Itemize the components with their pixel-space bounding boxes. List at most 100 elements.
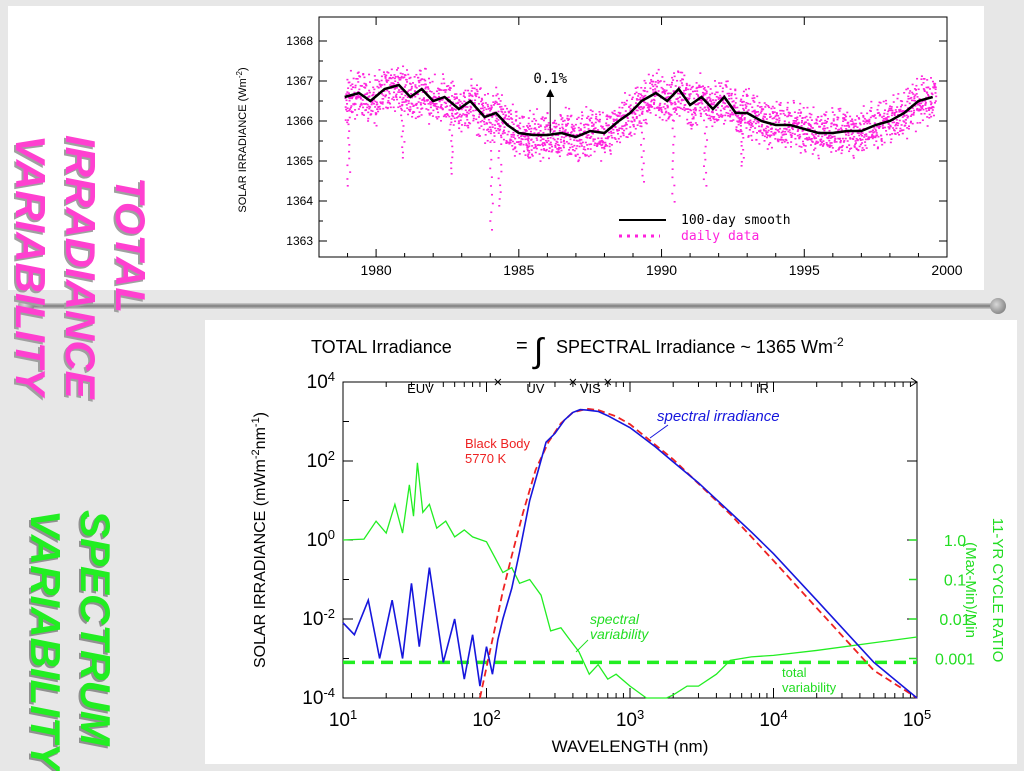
- daily-data-point: [609, 153, 612, 155]
- daily-data-point: [575, 147, 578, 150]
- daily-data-point: [568, 149, 571, 151]
- daily-data-point: [660, 110, 663, 112]
- daily-data-point: [463, 114, 466, 116]
- daily-data-point: [797, 112, 800, 114]
- daily-data-point: [564, 106, 567, 109]
- daily-data-point: [745, 93, 748, 96]
- tick-exponent: 4: [328, 369, 335, 384]
- daily-data-point: [418, 81, 421, 84]
- daily-data-point: [654, 83, 657, 86]
- daily-data-point: [682, 99, 685, 101]
- daily-data-point: [515, 150, 518, 153]
- daily-data-point: [643, 79, 646, 82]
- daily-data-point: [445, 115, 448, 118]
- daily-data-point: [850, 147, 853, 150]
- daily-data-point: [751, 110, 754, 113]
- daily-data-point: [542, 131, 545, 134]
- daily-dip-point: [671, 168, 674, 170]
- daily-data-point: [435, 105, 438, 108]
- daily-data-point: [427, 77, 430, 80]
- daily-data-point: [882, 119, 885, 122]
- daily-data-point: [909, 90, 912, 92]
- daily-data-point: [674, 85, 677, 87]
- daily-data-point: [727, 106, 730, 108]
- daily-data-point: [519, 140, 522, 143]
- spectral-title-right: SPECTRAL Irradiance ~ 1365 Wm-2: [556, 335, 844, 357]
- daily-data-point: [543, 117, 546, 120]
- daily-data-point: [863, 134, 866, 136]
- daily-data-point: [880, 137, 883, 140]
- daily-data-point: [668, 100, 671, 103]
- daily-data-point: [553, 125, 556, 128]
- daily-data-point: [460, 114, 463, 117]
- daily-data-point: [883, 141, 886, 144]
- daily-data-point: [497, 119, 500, 121]
- daily-data-point: [659, 80, 662, 82]
- tick-base: 10: [302, 688, 323, 709]
- daily-data-point: [825, 142, 828, 144]
- daily-data-point: [815, 137, 818, 139]
- daily-data-point: [516, 134, 519, 137]
- daily-data-point: [436, 117, 439, 120]
- daily-data-point: [521, 138, 524, 141]
- daily-dip-point: [673, 135, 676, 138]
- daily-data-point: [491, 116, 494, 118]
- daily-data-point: [494, 100, 497, 103]
- daily-data-point: [777, 121, 780, 124]
- daily-data-point: [641, 110, 644, 113]
- daily-data-point: [654, 81, 657, 83]
- daily-data-point: [752, 94, 755, 97]
- daily-data-point: [565, 124, 568, 127]
- daily-data-point: [857, 149, 860, 151]
- daily-data-point: [858, 134, 861, 137]
- daily-data-point: [560, 136, 563, 138]
- daily-data-point: [739, 104, 742, 106]
- daily-data-point: [349, 106, 352, 109]
- daily-data-point: [762, 115, 765, 118]
- daily-data-point: [534, 146, 537, 149]
- daily-data-point: [926, 79, 929, 81]
- daily-data-point: [762, 118, 765, 121]
- daily-data-point: [663, 103, 666, 105]
- daily-data-point: [642, 89, 645, 92]
- daily-data-point: [391, 76, 394, 79]
- daily-data-point: [375, 124, 378, 127]
- daily-data-point: [451, 114, 454, 117]
- daily-data-point: [527, 126, 530, 129]
- daily-data-point: [815, 119, 818, 122]
- daily-data-point: [775, 112, 778, 114]
- daily-data-point: [752, 121, 755, 123]
- daily-data-point: [868, 136, 871, 139]
- daily-data-point: [394, 80, 397, 83]
- daily-data-point: [873, 131, 876, 133]
- daily-data-point: [749, 119, 752, 122]
- daily-data-point: [674, 107, 677, 109]
- daily-data-point: [783, 120, 786, 123]
- daily-data-point: [382, 94, 385, 97]
- daily-data-point: [377, 86, 380, 89]
- daily-data-point: [379, 101, 382, 103]
- daily-dip-point: [742, 137, 745, 139]
- daily-data-point: [472, 109, 475, 112]
- daily-data-point: [502, 130, 505, 133]
- daily-data-point: [448, 115, 451, 118]
- daily-data-point: [742, 94, 745, 97]
- daily-data-point: [518, 153, 521, 155]
- daily-data-point: [500, 108, 503, 110]
- daily-dip-point: [527, 135, 530, 138]
- daily-data-point: [600, 137, 603, 140]
- daily-data-point: [658, 116, 661, 119]
- daily-data-point: [725, 111, 728, 114]
- daily-data-point: [489, 109, 492, 112]
- daily-data-point: [850, 133, 853, 136]
- daily-data-point: [650, 80, 653, 83]
- daily-data-point: [392, 96, 395, 99]
- daily-data-point: [756, 132, 759, 134]
- daily-data-point: [862, 149, 865, 151]
- daily-dip-point: [451, 151, 454, 153]
- daily-data-point: [688, 95, 691, 97]
- daily-data-point: [813, 129, 816, 132]
- daily-data-point: [709, 93, 712, 96]
- daily-data-point: [808, 136, 811, 139]
- daily-data-point: [695, 93, 698, 95]
